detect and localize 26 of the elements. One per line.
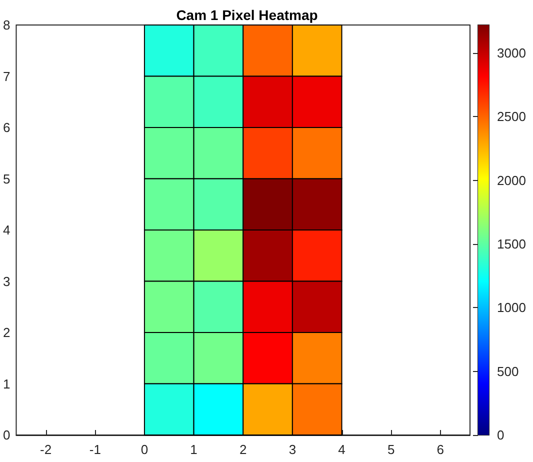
x-tick-label: 6 — [436, 442, 444, 457]
y-tick-label: 0 — [2, 428, 10, 442]
x-tick-label: 5 — [387, 442, 395, 457]
color-bar-label: 1000 — [497, 300, 526, 316]
x-tick-label: 1 — [190, 442, 198, 457]
y-tick-label: 6 — [2, 120, 10, 135]
y-tick-label: 3 — [2, 274, 10, 289]
y-tick-label: 1 — [2, 376, 10, 392]
color-bar-label: 3000 — [497, 46, 526, 61]
y-tick-label: 4 — [2, 222, 10, 238]
y-tick-label: 8 — [2, 18, 10, 32]
x-tick-label: 0 — [140, 442, 148, 457]
y-tick-label: 5 — [2, 171, 10, 186]
color-bar-label: 2500 — [497, 109, 526, 124]
color-bar-label: 500 — [497, 364, 519, 379]
x-tick-label: 2 — [240, 442, 247, 457]
x-tick-label: -1 — [89, 442, 101, 457]
color-bar-label: 1500 — [497, 236, 526, 252]
y-tick-label: 2 — [2, 325, 10, 340]
y-tick-label: 7 — [2, 68, 10, 84]
color-bar-label: 2000 — [497, 172, 526, 188]
x-tick-label: -2 — [40, 442, 52, 457]
color-bar-label: 0 — [497, 428, 504, 442]
chart-title: Cam 1 Pixel Heatmap — [176, 7, 318, 23]
x-tick-label: 3 — [288, 442, 296, 457]
x-tick-label: 4 — [338, 442, 346, 457]
